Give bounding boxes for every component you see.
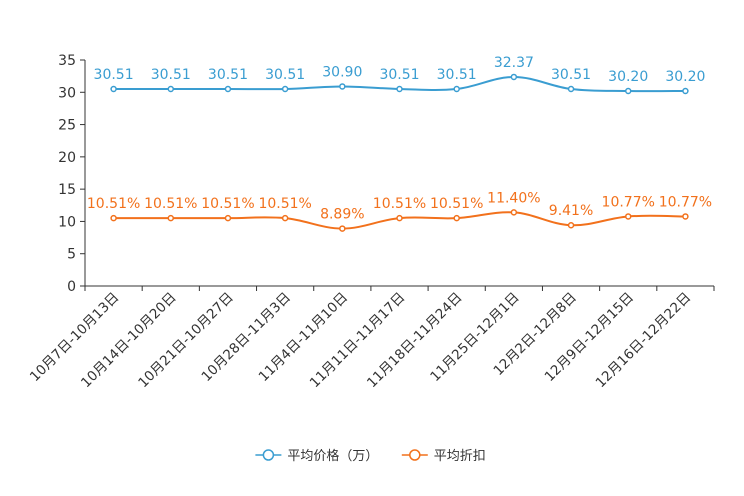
data-point[interactable] (567, 221, 575, 229)
x-tick-label: 12月16日-12月22日 (593, 290, 695, 392)
y-tick-label: 30 (58, 85, 76, 101)
legend-marker-icon (409, 449, 421, 461)
data-label: 30.51 (151, 67, 191, 83)
y-tick-label: 0 (67, 279, 76, 295)
data-point[interactable] (224, 214, 232, 222)
x-tick-label: 11月11日-11月17日 (307, 290, 409, 392)
data-point[interactable] (682, 87, 689, 95)
data-label: 10.51% (430, 196, 483, 212)
data-point[interactable] (567, 85, 575, 93)
data-point[interactable] (339, 83, 346, 90)
data-label: 9.41% (549, 203, 593, 219)
data-point[interactable] (110, 214, 117, 222)
data-point[interactable] (624, 87, 632, 95)
data-point[interactable] (453, 85, 460, 93)
y-tick-label: 20 (58, 150, 76, 166)
data-point[interactable] (281, 85, 289, 93)
data-point[interactable] (396, 214, 403, 222)
x-tick-label: 10月14日-10月20日 (78, 290, 180, 392)
data-label: 30.51 (551, 67, 591, 83)
data-label: 11.40% (487, 190, 540, 206)
data-label: 30.51 (94, 67, 134, 83)
y-tick-label: 35 (58, 53, 76, 69)
data-label: 10.77% (659, 194, 712, 210)
data-point[interactable] (110, 85, 117, 93)
data-label-layer: 30.51 30.51 30.51 30.51 30.90 30.51 30.51 32.37… (87, 55, 712, 223)
y-tick-label: 5 (67, 247, 76, 263)
data-point[interactable] (396, 85, 403, 93)
data-label: 8.89% (320, 207, 364, 223)
data-label: 30.20 (665, 69, 705, 85)
legend-label: 平均折扣 (434, 449, 486, 464)
data-point[interactable] (281, 214, 289, 222)
data-point[interactable] (339, 225, 346, 232)
legend-item-2[interactable]: 平均折扣 (401, 449, 486, 464)
axes: 0 5 10 15 20 25 30 35 10月7日-10月13日10月14日-10月20日… (27, 53, 715, 392)
data-point[interactable] (453, 214, 460, 222)
data-point[interactable] (510, 73, 518, 81)
data-label: 30.51 (265, 67, 305, 83)
legend-label: 平均价格（万） (287, 448, 378, 464)
data-label: 30.51 (379, 67, 419, 83)
data-point[interactable] (682, 213, 689, 220)
data-point[interactable] (510, 209, 518, 216)
x-tick-label: 10月21日-10月27日 (135, 290, 237, 392)
data-label: 10.51% (144, 196, 197, 212)
data-label: 10.77% (602, 194, 655, 210)
data-point[interactable] (224, 85, 232, 93)
series-layer (110, 73, 689, 232)
y-tick-label: 25 (58, 118, 76, 134)
y-tick-label: 15 (58, 182, 76, 198)
data-point[interactable] (624, 213, 632, 220)
data-label: 10.51% (258, 196, 311, 212)
legend-marker-icon (262, 449, 275, 461)
data-label: 30.51 (208, 67, 248, 83)
data-label: 30.20 (608, 69, 648, 85)
data-label: 30.90 (322, 64, 362, 80)
x-ticks: 10月7日-10月13日10月14日-10月20日10月21日-10月27日10… (27, 286, 715, 392)
data-label: 10.51% (373, 196, 426, 212)
x-tick-label: 11月18日-11月24日 (364, 290, 466, 392)
data-point[interactable] (167, 85, 175, 93)
y-tick-label: 10 (58, 214, 76, 230)
data-label: 32.37 (494, 55, 534, 71)
legend-item-1[interactable]: 平均价格（万） (255, 448, 378, 464)
data-label: 10.51% (87, 196, 140, 212)
y-ticks: 0 5 10 15 20 25 30 35 (58, 53, 85, 295)
data-label: 30.51 (437, 67, 477, 83)
legend: 平均价格（万） 平均折扣 (255, 448, 486, 464)
data-label: 10.51% (201, 196, 254, 212)
data-point[interactable] (167, 214, 175, 222)
